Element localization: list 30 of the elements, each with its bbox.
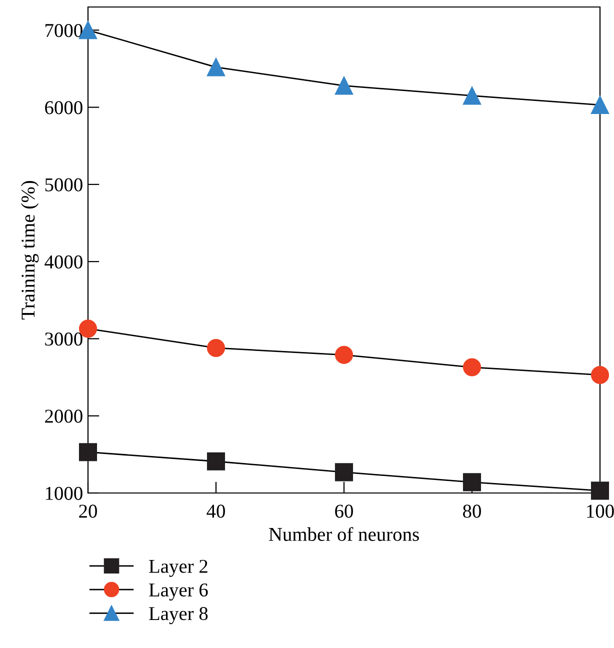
legend-label: Layer 6: [149, 583, 208, 601]
y-tick-label: 3000: [45, 332, 82, 346]
y-axis-title: Training time (%): [21, 181, 39, 320]
point: [334, 76, 354, 95]
x-axis-title: Number of neurons: [268, 527, 419, 541]
point: [462, 358, 482, 376]
x-tick-label: 80: [463, 504, 481, 518]
point: [590, 366, 610, 384]
point: [206, 338, 226, 357]
x-tick-label: 100: [587, 504, 614, 518]
x-tick-label: 60: [335, 504, 353, 518]
x-tick-label: 20: [79, 504, 97, 518]
point: [206, 452, 226, 470]
y-tick-label: 2000: [45, 410, 82, 423]
y-tick-label: 4000: [44, 255, 82, 269]
y-tick-label: 6000: [45, 101, 82, 114]
point: [462, 86, 482, 105]
y-tick-label: 5000: [45, 178, 82, 192]
x-tick-label: 40: [206, 504, 225, 518]
point: [462, 473, 482, 492]
y-tick-label: 1000: [46, 486, 82, 500]
point: [590, 96, 610, 114]
y-tick-label: 7000: [46, 24, 82, 38]
legend-label: Layer 2: [149, 560, 208, 577]
point: [334, 346, 354, 364]
point: [78, 443, 98, 462]
point: [590, 482, 610, 500]
point: [206, 58, 226, 76]
point: [334, 463, 354, 482]
legend-label: Layer 8: [149, 607, 208, 624]
